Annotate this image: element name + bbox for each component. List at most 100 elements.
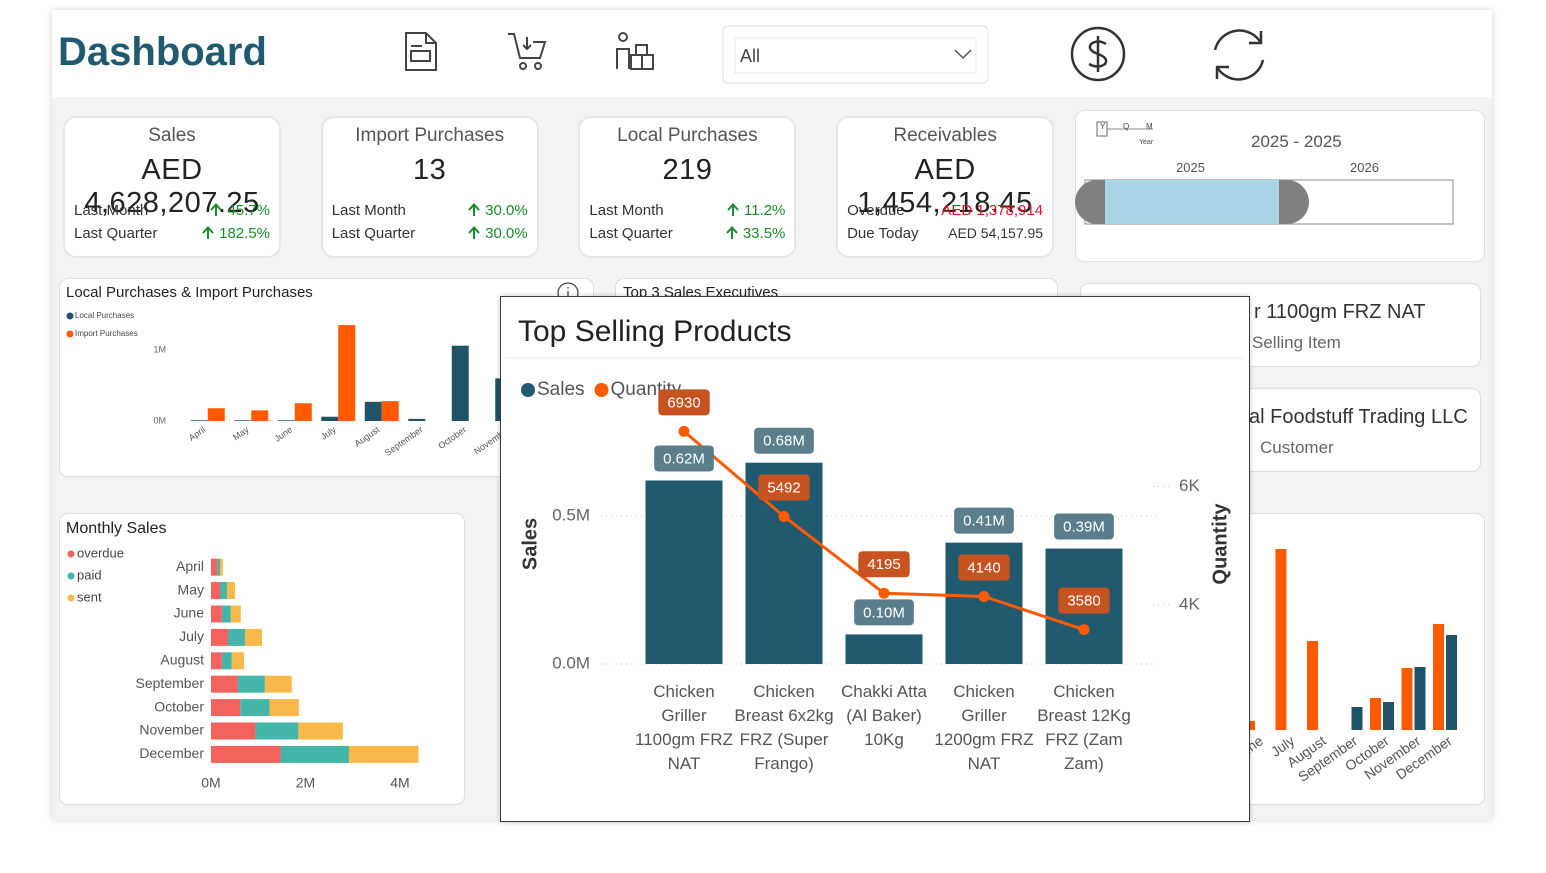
kpi-row: Last Quarter 182.5% <box>74 225 270 247</box>
bar-segment <box>280 745 349 763</box>
bar <box>1446 635 1457 730</box>
bar <box>1351 707 1363 730</box>
refresh-icon[interactable] <box>1213 29 1265 81</box>
legend-marker <box>521 383 535 397</box>
quantity-data-label-bg <box>758 474 810 501</box>
bar <box>234 420 252 421</box>
bar <box>381 401 399 421</box>
y-tick-label: September <box>136 675 205 691</box>
purchase-icon[interactable] <box>508 33 547 70</box>
report-icon[interactable] <box>405 32 437 71</box>
x-tick-label: 4M <box>390 775 409 791</box>
kpi-card: Receivables AED 1,454,218.45 Overdue AED 1,… <box>836 116 1055 258</box>
filter-dropdown[interactable] <box>734 37 977 74</box>
kpi-row-value-wrap: 11.2% <box>726 202 785 219</box>
bar <box>645 480 723 664</box>
y-tick-label: July <box>179 628 204 644</box>
bar-segment <box>230 605 241 623</box>
bar-segment <box>269 699 299 717</box>
slicer-axis-label: 2026 <box>1350 160 1379 175</box>
quantity-data-label: 4195 <box>867 556 900 573</box>
bar <box>845 634 923 664</box>
y-tick-label: 0M <box>153 415 166 425</box>
filter-value[interactable]: All <box>740 46 761 66</box>
sales-data-label-bg <box>654 445 714 472</box>
y-tick-label: June <box>174 605 205 621</box>
bar-segment <box>217 558 220 576</box>
kpi-amount: AED 54,157.95 <box>948 225 1044 241</box>
kpi-row-label: Last Month <box>331 202 406 219</box>
x-tick-label: April <box>187 424 207 443</box>
dropdown-chevron[interactable] <box>954 49 972 60</box>
slicer-handle-start[interactable] <box>1075 180 1105 224</box>
kpi-row-value-wrap: 30.0% <box>467 225 528 242</box>
slicer-level: Y <box>1100 122 1106 131</box>
top-item: r 1100gm FRZ NAT <box>1254 301 1426 323</box>
kpi-row: Due Today AED 54,157.95 <box>847 225 1043 247</box>
quantity-data-label-bg <box>658 389 710 416</box>
bar-segment <box>211 699 241 717</box>
y2-tick-label: 4K <box>1179 594 1200 613</box>
bar-segment <box>211 558 218 576</box>
kpi-title: Receivables <box>893 125 997 146</box>
bar <box>1433 624 1444 730</box>
bar-segment <box>237 675 265 693</box>
bar-segment <box>221 605 231 623</box>
y-axis-title: Sales <box>519 518 541 570</box>
sales-data-label-bg <box>754 427 814 454</box>
kpi-row-label: Due Today <box>847 225 919 242</box>
x-tick-label: 0M <box>201 775 220 791</box>
sales-data-label: 0.39M <box>1063 519 1105 536</box>
kpi-value: 219 <box>662 154 713 186</box>
bar <box>1370 698 1381 730</box>
header-icons <box>405 25 1265 84</box>
sales-data-label: 0.10M <box>863 604 905 621</box>
sales-data-label: 0.41M <box>963 513 1005 530</box>
suppliers-icon[interactable] <box>616 32 654 70</box>
slicer-axis-label: 2025 <box>1176 160 1205 175</box>
legend-marker <box>66 312 74 320</box>
bar-segment <box>221 652 232 670</box>
kpi-row-value-wrap: 45.7% <box>209 202 270 219</box>
bar-segment <box>211 675 238 693</box>
bar-segment <box>255 722 299 740</box>
legend-marker <box>594 383 609 397</box>
bar <box>251 410 269 421</box>
arrow-shape <box>468 203 480 216</box>
legend-label: Import Purchases <box>75 329 138 338</box>
x-tick-label: Chicken Griller 1200gm FRZ NAT <box>934 682 1034 773</box>
legend-label: Local Purchases <box>75 311 134 320</box>
kpi-row-label: Last Quarter <box>589 225 673 242</box>
line-marker <box>1078 624 1090 636</box>
bar <box>338 325 356 421</box>
legend-label: paid <box>77 567 102 582</box>
bar <box>1383 702 1394 730</box>
kpi-change: 45.7% <box>227 202 270 219</box>
bar-segment <box>240 699 270 717</box>
up-arrow <box>202 226 214 239</box>
slicer-handle-end[interactable] <box>1279 180 1309 224</box>
sales-data-label-bg <box>854 599 914 626</box>
bar <box>451 345 469 421</box>
y-tick-label: August <box>160 652 204 668</box>
kpi-change: 33.5% <box>742 225 786 242</box>
y2-axis-title: Quantity <box>1209 503 1231 585</box>
currency-icon[interactable] <box>1070 26 1126 82</box>
bar-segment <box>245 628 263 646</box>
arrow-shape <box>210 203 223 216</box>
bar-segment <box>211 745 281 763</box>
bar-segment <box>264 675 292 693</box>
kpi-title: Local Purchases <box>617 125 758 146</box>
bar <box>294 403 312 421</box>
x-tick-label: Chicken Griller 1100gm FRZ NAT <box>635 682 733 773</box>
up-arrow <box>726 226 738 239</box>
bar <box>207 408 225 421</box>
legend-marker <box>67 572 75 580</box>
chart-title: Top Selling Products <box>518 315 792 348</box>
tooltip-popup: Top Selling Products Sales Quantity Sales Qu… <box>500 296 1250 822</box>
slicer-level: M <box>1146 122 1153 131</box>
kpi-change: 30.0% <box>485 202 528 219</box>
top-item-caption: Selling Item <box>1252 333 1341 352</box>
bar-segment <box>227 582 236 600</box>
kpi-row-label: Last Month <box>589 202 664 219</box>
